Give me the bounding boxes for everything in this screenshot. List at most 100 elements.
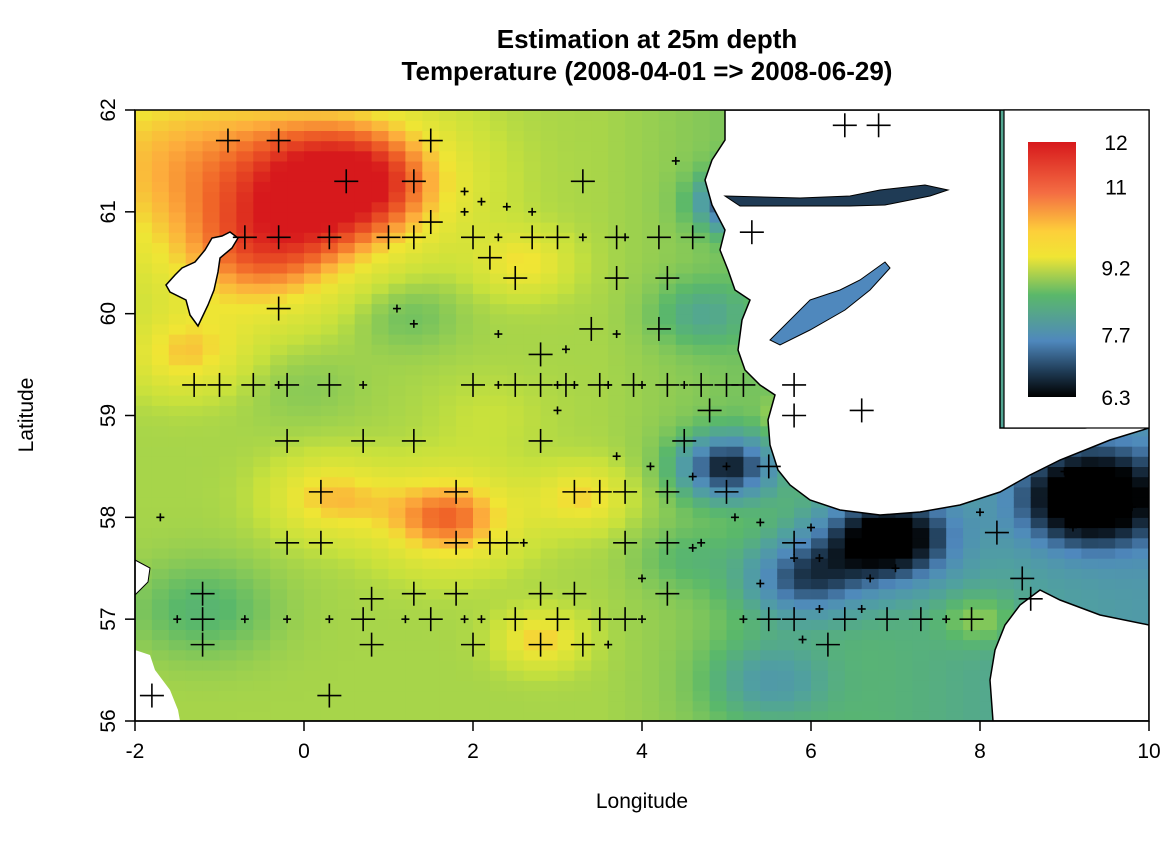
heat-cell: [388, 537, 406, 549]
heat-cell: [337, 211, 356, 223]
heat-cell: [692, 639, 711, 651]
station-marker-large: [782, 403, 807, 428]
heat-cell: [608, 171, 626, 182]
heat-cell: [168, 476, 187, 488]
heat-cell: [304, 435, 322, 447]
heat-cell: [388, 486, 406, 498]
heat-cell: [304, 497, 322, 508]
heat-cell: [456, 222, 474, 233]
heat-cell: [456, 456, 474, 467]
heat-cell: [540, 466, 559, 478]
heat-cell: [980, 700, 998, 712]
heat-cell: [963, 568, 981, 579]
station-marker-small: [638, 615, 646, 624]
heat-cell: [574, 150, 592, 162]
heat-cell: [777, 680, 795, 692]
heat-cell: [135, 415, 153, 427]
heat-cell: [320, 354, 339, 366]
heat-cell: [405, 395, 423, 406]
heat-cell: [574, 211, 592, 223]
station-marker-small: [638, 380, 646, 389]
heat-cell: [456, 293, 474, 305]
heat-cell: [422, 670, 440, 681]
heat-cell: [996, 547, 1015, 559]
heat-cell: [253, 181, 271, 193]
heat-cell: [506, 466, 525, 478]
heat-cell: [591, 395, 609, 406]
heat-cell: [658, 690, 677, 702]
heat-cell: [236, 110, 254, 121]
heat-cell: [658, 446, 677, 457]
station-marker-small: [570, 380, 579, 389]
heat-cell: [253, 293, 271, 305]
heat-cell: [1149, 334, 1167, 345]
heat-cell: [625, 649, 643, 661]
heat-cell: [827, 568, 846, 579]
heat-cell: [337, 659, 356, 671]
heat-cell: [185, 609, 204, 620]
heat-cell: [675, 334, 694, 345]
heat-cell: [523, 578, 542, 590]
heat-cell: [642, 181, 660, 193]
station-marker-large: [562, 581, 587, 606]
heat-cell: [625, 150, 643, 162]
heat-cell: [625, 476, 643, 488]
station-marker-small: [173, 615, 182, 624]
heat-cell: [371, 222, 390, 233]
heat-cell: [625, 303, 643, 315]
heat-cell: [811, 659, 829, 671]
heat-cell: [827, 680, 846, 692]
heat-cell: [929, 588, 947, 600]
heat-cell: [658, 435, 677, 447]
heat-cell: [726, 527, 744, 539]
heat-cell: [253, 110, 271, 121]
heat-cell: [811, 507, 829, 518]
heat-cell: [760, 680, 778, 692]
heat-cell: [692, 527, 711, 539]
heat-cell: [608, 639, 626, 651]
heat-cell: [540, 201, 559, 213]
heat-cell: [456, 201, 474, 213]
heat-cell: [1115, 609, 1133, 620]
station-marker-small: [671, 156, 680, 165]
heat-cell: [506, 507, 525, 518]
heat-cell: [878, 568, 897, 579]
station-marker-small: [807, 523, 815, 532]
heat-cell: [371, 659, 390, 671]
heat-cell: [523, 323, 542, 335]
heat-cell: [422, 598, 440, 610]
heat-cell: [388, 171, 406, 182]
heat-cell: [405, 700, 423, 712]
heat-cell: [253, 395, 271, 406]
heat-cell: [675, 283, 694, 294]
legend-label: 9.2: [1101, 257, 1130, 280]
heat-cell: [354, 262, 373, 274]
heat-cell: [219, 680, 237, 692]
heat-cell: [794, 507, 812, 518]
heat-cell: [811, 680, 829, 692]
heat-cell: [439, 242, 457, 254]
heat-cell: [1115, 537, 1133, 549]
heat-cell: [473, 558, 491, 569]
heat-cell: [135, 293, 153, 305]
heat-cell: [540, 130, 559, 142]
heat-cell: [1098, 598, 1116, 610]
heat-cell: [675, 160, 694, 172]
heat-cell: [980, 649, 998, 661]
heat-cell: [354, 476, 373, 488]
heat-cell: [151, 659, 170, 671]
heat-cell: [168, 171, 187, 182]
heat-cell: [506, 232, 525, 243]
heat-cell: [320, 527, 339, 539]
heat-cell: [287, 140, 305, 152]
heat-cell: [287, 568, 305, 579]
heat-cell: [1098, 609, 1116, 620]
heat-cell: [540, 598, 559, 610]
heat-cell: [506, 659, 525, 671]
station-marker-small: [460, 615, 469, 624]
heat-cell: [658, 222, 677, 233]
heat-cell: [709, 537, 728, 549]
heat-cell: [658, 405, 677, 417]
heat-cell: [658, 425, 677, 437]
heat-cell: [337, 609, 356, 620]
